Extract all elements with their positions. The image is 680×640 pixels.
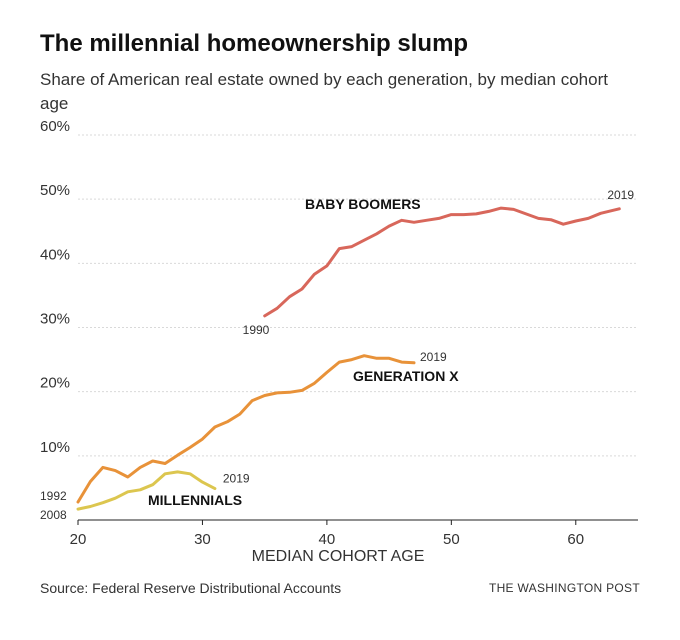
series-line-generation-x (76, 354, 416, 504)
annotation-millennials-end: 2019 (223, 472, 250, 486)
series-line-millennials (76, 470, 217, 511)
series-label-generation-x: GENERATION X (353, 368, 459, 384)
annotation-generation-x-end: 2019 (420, 350, 447, 364)
series-line-baby-boomers (263, 206, 621, 318)
series-label-millennials: MILLENNIALS (148, 492, 242, 508)
x-tick-label-30: 30 (194, 531, 211, 548)
annotation-generation-x-start: 1992 (40, 489, 67, 503)
series-label-baby-boomers: BABY BOOMERS (305, 196, 421, 212)
chart-subtitle: Share of American real estate owned by e… (40, 70, 608, 113)
chart-title: The millennial homeownership slump (40, 30, 469, 57)
y-tick-label-60: 60% (40, 118, 70, 135)
x-tick-label-40: 40 (319, 531, 336, 548)
x-tick-label-20: 20 (70, 531, 87, 548)
x-tick-label-50: 50 (443, 531, 460, 548)
x-tick-label-60: 60 (567, 531, 584, 548)
y-tick-label-40: 40% (40, 246, 70, 263)
annotation-millennials-start: 2008 (40, 508, 67, 522)
annotation-baby-boomers-end: 2019 (607, 188, 634, 202)
annotation-baby-boomers-start: 1990 (243, 323, 270, 337)
y-tick-label-30: 30% (40, 311, 70, 328)
y-tick-label-50: 50% (40, 182, 70, 199)
y-tick-label-20: 20% (40, 375, 70, 392)
publisher-credit: THE WASHINGTON POST (488, 581, 640, 595)
x-axis-label: MEDIAN COHORT AGE (252, 548, 425, 565)
y-tick-label-10: 10% (40, 439, 70, 456)
source-note: Source: Federal Reserve Distributional A… (40, 580, 342, 596)
